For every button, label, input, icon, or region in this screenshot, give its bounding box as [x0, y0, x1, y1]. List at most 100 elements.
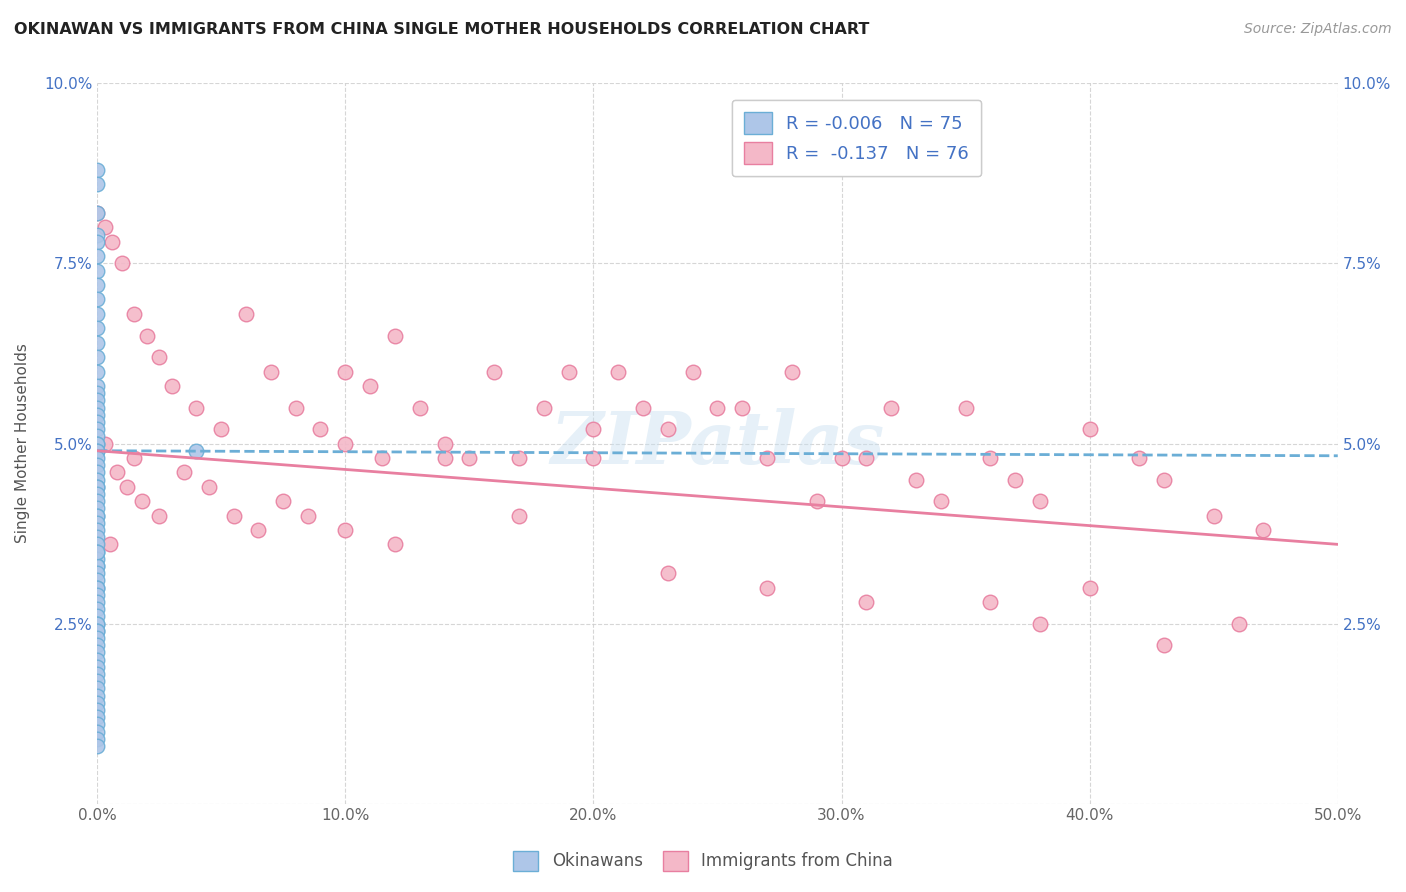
- Point: [1078, 581, 1101, 595]
- Point: [335, 523, 357, 537]
- Point: [86, 616, 108, 631]
- Point: [86, 494, 108, 508]
- Point: [86, 206, 108, 220]
- Point: [86, 581, 108, 595]
- Point: [197, 480, 219, 494]
- Point: [86, 401, 108, 415]
- Y-axis label: Single Mother Households: Single Mother Households: [15, 343, 30, 543]
- Point: [1227, 616, 1250, 631]
- Point: [582, 422, 605, 436]
- Point: [86, 227, 108, 242]
- Point: [124, 450, 146, 465]
- Point: [86, 263, 108, 277]
- Point: [86, 616, 108, 631]
- Point: [309, 422, 332, 436]
- Point: [1128, 450, 1150, 465]
- Point: [93, 220, 115, 235]
- Point: [458, 450, 481, 465]
- Point: [86, 364, 108, 378]
- Point: [508, 450, 530, 465]
- Point: [1029, 616, 1052, 631]
- Point: [1153, 473, 1175, 487]
- Point: [86, 293, 108, 307]
- Point: [260, 364, 283, 378]
- Point: [86, 235, 108, 249]
- Point: [86, 739, 108, 753]
- Point: [235, 307, 257, 321]
- Point: [86, 624, 108, 638]
- Point: [86, 674, 108, 689]
- Point: [557, 364, 579, 378]
- Point: [86, 602, 108, 616]
- Point: [86, 466, 108, 480]
- Point: [1202, 508, 1225, 523]
- Point: [409, 401, 432, 415]
- Point: [86, 717, 108, 731]
- Point: [86, 624, 108, 638]
- Point: [682, 364, 704, 378]
- Point: [86, 609, 108, 624]
- Point: [86, 178, 108, 192]
- Point: [115, 480, 138, 494]
- Text: Source: ZipAtlas.com: Source: ZipAtlas.com: [1244, 22, 1392, 37]
- Point: [533, 401, 555, 415]
- Point: [335, 436, 357, 450]
- Point: [86, 429, 108, 443]
- Point: [86, 307, 108, 321]
- Point: [86, 530, 108, 544]
- Point: [371, 450, 394, 465]
- Point: [433, 436, 456, 450]
- Point: [1004, 473, 1026, 487]
- Point: [1253, 523, 1275, 537]
- Point: [86, 473, 108, 487]
- Point: [880, 401, 903, 415]
- Point: [86, 379, 108, 393]
- Point: [731, 401, 754, 415]
- Point: [86, 487, 108, 501]
- Point: [756, 450, 779, 465]
- Point: [86, 450, 108, 465]
- Point: [706, 401, 728, 415]
- Point: [780, 364, 803, 378]
- Point: [148, 508, 170, 523]
- Point: [86, 660, 108, 674]
- Point: [93, 436, 115, 450]
- Point: [86, 321, 108, 335]
- Point: [607, 364, 630, 378]
- Point: [271, 494, 294, 508]
- Text: ZIPatlas: ZIPatlas: [550, 408, 884, 479]
- Point: [222, 508, 245, 523]
- Point: [86, 631, 108, 645]
- Point: [86, 544, 108, 558]
- Point: [657, 422, 679, 436]
- Point: [86, 162, 108, 177]
- Point: [86, 458, 108, 472]
- Point: [1153, 638, 1175, 652]
- Point: [86, 480, 108, 494]
- Point: [247, 523, 270, 537]
- Point: [384, 328, 406, 343]
- Point: [384, 537, 406, 551]
- Point: [86, 652, 108, 666]
- Point: [86, 422, 108, 436]
- Point: [904, 473, 927, 487]
- Point: [86, 508, 108, 523]
- Point: [86, 501, 108, 516]
- Point: [86, 703, 108, 717]
- Point: [433, 450, 456, 465]
- Point: [86, 731, 108, 746]
- Point: [173, 466, 195, 480]
- Point: [86, 249, 108, 263]
- Point: [86, 523, 108, 537]
- Point: [508, 508, 530, 523]
- Point: [86, 386, 108, 401]
- Point: [86, 667, 108, 681]
- Point: [86, 443, 108, 458]
- Point: [86, 551, 108, 566]
- Point: [86, 696, 108, 710]
- Point: [297, 508, 319, 523]
- Point: [86, 516, 108, 530]
- Point: [86, 278, 108, 293]
- Point: [86, 581, 108, 595]
- Point: [105, 466, 128, 480]
